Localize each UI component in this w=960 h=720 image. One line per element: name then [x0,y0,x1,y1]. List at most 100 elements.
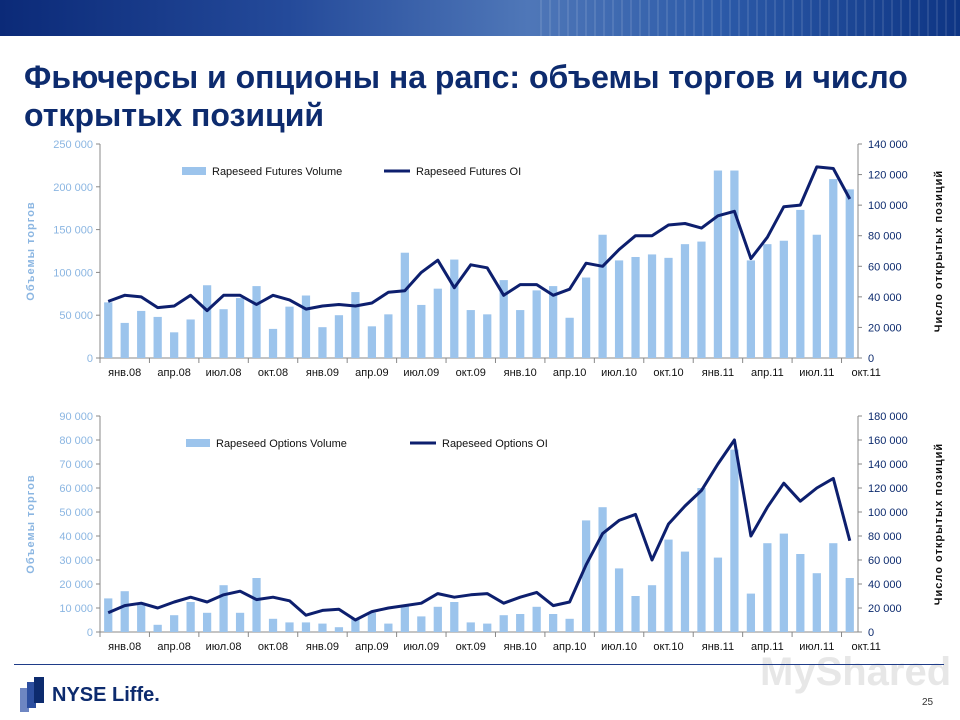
right-tick-label: 140 000 [868,139,908,151]
x-tick-label: апр.10 [553,367,586,379]
x-tick-label: апр.08 [157,367,190,379]
right-tick-label: 160 000 [868,435,908,447]
volume-bar [614,568,624,632]
volume-bar [779,533,788,632]
volume-bar [252,578,261,632]
x-tick-label: июл.09 [403,367,439,379]
x-tick-label: янв.08 [108,641,141,653]
volume-bar [104,598,113,632]
x-tick-label: апр.09 [355,367,388,379]
volume-bar [334,627,344,632]
options-chart: 0 10 000 20 000 30 000 40 000 50 000 60 000 70 … [0,402,960,664]
volume-bar [367,326,377,358]
volume-bar [549,614,558,632]
volume-bar [120,591,129,632]
volume-bar [285,622,294,632]
volume-bar [730,449,739,632]
left-tick-label: 0 [87,353,93,365]
volume-bar [318,623,327,632]
logo-text: NYSE Liffe. [52,684,160,706]
volume-bar [680,551,690,632]
x-tick-label: янв.10 [504,367,537,379]
volume-bar [598,234,607,358]
volume-bar [202,612,212,632]
oi-line [107,438,852,622]
left-tick-label: 30 000 [59,555,93,567]
chart-svg: 0 50 000 100 000 150 000 200 000 250 000 0 20 0… [25,139,945,379]
left-tick-label: 100 000 [53,267,93,279]
volume-bar [170,332,179,358]
x-tick-label: янв.08 [108,367,141,379]
left-tick-label: 20 000 [59,579,93,591]
volume-bar [549,286,558,358]
volume-bar [845,578,854,632]
right-tick-label: 0 [868,353,874,365]
volume-bar [219,309,228,358]
right-tick-label: 20 000 [868,322,902,334]
volume-bar [120,322,129,358]
logo-icon [20,677,44,712]
right-tick-label: 180 000 [868,411,908,423]
x-tick-label: янв.10 [504,641,537,653]
x-tick-label: окт.10 [653,367,683,379]
right-tick-label: 40 000 [868,579,902,591]
volume-bar [153,316,162,358]
volume-bar [301,622,311,632]
x-tick-label: апр.10 [553,641,586,653]
volume-bar [483,623,492,632]
volume-bar [235,612,245,632]
x-tick-label: янв.11 [702,641,734,653]
volume-bar [746,260,756,358]
x-tick-label: янв.09 [306,641,339,653]
volume-bar [516,614,525,632]
left-tick-label: 70 000 [59,459,93,471]
volume-bar [779,240,788,358]
slide-title: Фьючерсы и опционы на рапс: объемы торго… [24,59,908,133]
volume-bar [367,612,377,632]
volume-bar [137,310,146,358]
right-axis-title: Число открытых позиций [933,170,945,332]
legend-line-label: Rapeseed Options OI [442,438,548,450]
volume-bar [532,290,541,358]
x-tick-label: июл.08 [206,641,242,653]
volume-bar [598,507,607,632]
left-tick-label: 10 000 [59,603,93,615]
left-tick-label: 0 [87,627,93,639]
legend-bar-swatch [182,167,206,175]
volume-bar [796,554,805,632]
volume-bar [400,252,409,358]
volume-bar [680,244,690,358]
right-tick-label: 20 000 [868,603,902,615]
volume-bar [400,605,409,632]
volume-bar [252,286,261,358]
volume-bar [697,488,706,632]
volume-bar [285,306,294,358]
left-tick-label: 90 000 [59,411,93,423]
left-axis-title: Объемы торгов [25,474,37,573]
x-tick-label: апр.11 [751,641,784,653]
x-tick-label: окт.10 [653,641,683,653]
right-tick-label: 100 000 [868,507,908,519]
volume-bar [565,618,574,632]
left-axis-title: Объемы торгов [25,201,37,300]
volume-bar [812,573,821,632]
left-tick-label: 40 000 [59,531,93,543]
volume-bar [433,606,442,632]
right-axis-title: Число открытых позиций [933,443,945,605]
volume-bar [450,259,459,358]
left-tick-label: 200 000 [53,182,93,194]
volume-bar [433,288,442,358]
left-tick-label: 250 000 [53,139,93,151]
volume-bar [153,624,162,632]
x-tick-label: апр.11 [751,367,784,379]
left-tick-label: 60 000 [59,483,93,495]
right-tick-label: 140 000 [868,459,908,471]
volume-bar [137,603,146,632]
volume-bar [466,310,475,358]
volume-bar [647,585,657,632]
volume-bar [186,602,195,632]
volume-bar [829,179,838,358]
legend-bar-label: Rapeseed Options Volume [216,438,347,450]
volume-bar [746,593,756,632]
volume-bar [581,277,591,358]
